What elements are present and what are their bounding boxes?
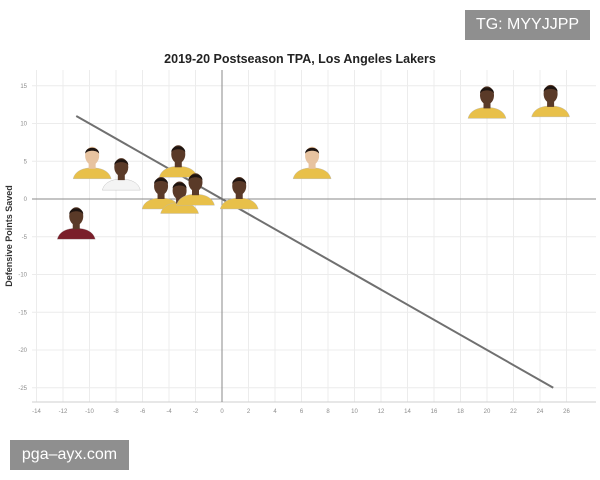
y-tick-label: -15 <box>18 310 27 316</box>
head-shape <box>232 177 247 195</box>
y-tick-label: 5 <box>24 159 28 165</box>
watermark-bottom: pga–ayx.com <box>10 440 129 470</box>
player-point <box>176 173 215 206</box>
y-tick-label: -10 <box>18 273 27 279</box>
x-tick-label: 24 <box>537 409 544 415</box>
x-tick-label: -10 <box>85 409 94 415</box>
jersey-shape <box>292 167 332 180</box>
player-point <box>531 84 570 118</box>
x-tick-label: -14 <box>32 409 41 415</box>
neck-shape <box>72 223 80 230</box>
hair-shape <box>171 146 186 153</box>
jersey-shape <box>531 105 570 118</box>
x-tick-label: 4 <box>273 409 277 415</box>
head-shape <box>543 84 558 103</box>
x-tick-label: 8 <box>326 409 330 415</box>
hair-shape <box>172 182 187 189</box>
x-tick-label: 16 <box>431 409 438 415</box>
neck-shape <box>235 193 243 199</box>
x-tick-label: 2 <box>247 409 251 415</box>
hair-shape <box>85 147 100 154</box>
hair-shape <box>543 85 558 92</box>
x-tick-label: 10 <box>351 409 358 415</box>
jersey-shape <box>72 167 112 180</box>
player-point <box>56 207 96 240</box>
neck-shape <box>88 162 96 169</box>
neck-shape <box>308 162 316 169</box>
hair-shape <box>305 147 320 154</box>
x-tick-label: -4 <box>166 409 172 415</box>
jersey-shape <box>102 178 141 191</box>
hair-shape <box>154 178 169 184</box>
x-tick-label: 20 <box>484 409 491 415</box>
player-point <box>159 145 198 178</box>
y-tick-label: -25 <box>18 386 27 392</box>
reference-axes <box>32 70 596 402</box>
x-tick-label: 0 <box>220 409 224 415</box>
neck-shape <box>174 161 182 168</box>
player-point <box>467 86 507 119</box>
neck-shape <box>117 174 125 181</box>
x-tick-label: 12 <box>378 409 385 415</box>
player-point <box>72 146 112 180</box>
trend-line <box>75 115 554 389</box>
head-shape <box>188 173 203 192</box>
trend-line-group <box>75 115 554 389</box>
head-shape <box>172 181 187 200</box>
y-tick-label: 0 <box>24 197 28 203</box>
head-shape <box>85 146 100 165</box>
head-shape <box>171 145 186 164</box>
x-tick-label: -2 <box>193 409 199 415</box>
y-tick-label: -20 <box>18 348 27 354</box>
hair-shape <box>114 159 129 166</box>
y-tick-label: -5 <box>22 235 28 241</box>
y-axis-label: Defensive Points Saved <box>4 185 14 287</box>
player-point <box>292 146 332 180</box>
x-tick-label: 6 <box>300 409 304 415</box>
watermark-top: TG: MYYJJPP <box>465 10 590 40</box>
y-tick-label: 10 <box>20 122 27 128</box>
jersey-shape <box>467 107 507 119</box>
neck-shape <box>483 102 491 109</box>
hair-shape <box>232 178 247 184</box>
player-point <box>102 158 141 191</box>
x-tick-label: 14 <box>404 409 411 415</box>
player-point <box>219 177 259 210</box>
neck-shape <box>192 189 199 196</box>
head-shape <box>305 146 320 165</box>
head-shape <box>154 177 169 195</box>
hair-shape <box>69 208 84 215</box>
chart-title: 2019-20 Postseason TPA, Los Angeles Lake… <box>164 52 436 66</box>
head-shape <box>480 86 494 105</box>
jersey-shape <box>219 197 259 210</box>
x-tick-label: 22 <box>510 409 517 415</box>
y-tick-label: 15 <box>20 84 27 90</box>
x-tick-label: -8 <box>113 409 119 415</box>
grid <box>32 70 596 403</box>
x-tick-label: 18 <box>457 409 464 415</box>
x-tick-label: -6 <box>140 409 146 415</box>
x-tick-label: 26 <box>563 409 570 415</box>
head-shape <box>114 158 129 177</box>
tick-labels: -14 -12 -10 -8 -6 -4 -2 0 2 4 6 8 10 12 14 16 18 20 22 24 26… <box>18 84 570 415</box>
neck-shape <box>547 100 555 107</box>
x-tick-label: -12 <box>59 409 68 415</box>
hair-shape <box>188 174 203 181</box>
data-points <box>56 84 570 240</box>
neck-shape <box>157 193 165 199</box>
hair-shape <box>480 87 494 94</box>
head-shape <box>69 207 84 226</box>
